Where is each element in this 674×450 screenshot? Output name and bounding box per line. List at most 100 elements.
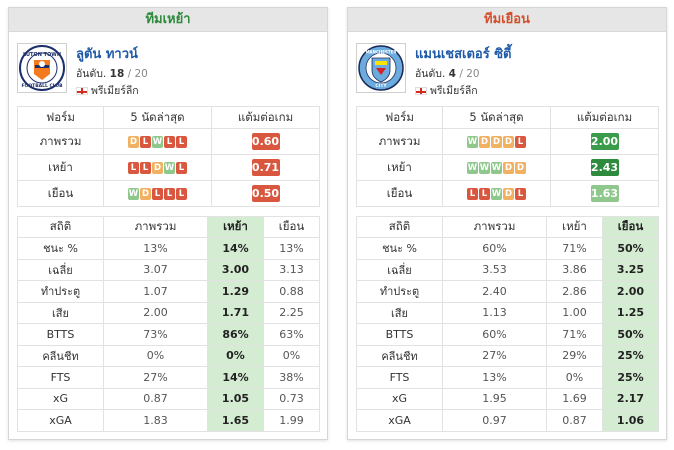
result-badge[interactable]: L [515,136,526,148]
stat-value: 14% [207,366,264,389]
stats-row: xG 0.87 1.05 0.73 [17,387,320,410]
result-badge[interactable]: W [479,162,490,174]
stat-value: 3.00 [207,258,264,281]
result-badge[interactable]: L [176,136,187,148]
result-badge[interactable]: L [140,136,151,148]
manchester-city-logo-icon[interactable]: MANCHESTER CITY [356,43,406,93]
stat-value: 0% [263,344,320,367]
stat-value: 38% [263,366,320,389]
stat-value: 25% [602,344,659,367]
home-header: เหย้า [546,216,603,238]
result-badge[interactable]: D [503,162,514,174]
result-badge[interactable]: D [491,136,502,148]
home-team-info: LUTON TOWN FOOTBALL CLUB ลูตัน ทาวน์ อัน… [9,32,327,99]
stat-value: 86% [207,323,264,346]
stat-label: เสีย [356,301,443,324]
stats-header: สถิติ [17,216,104,238]
away-team-name[interactable]: แมนเชสเตอร์ ซิตี้ [415,47,512,62]
stats-row: เสีย 1.13 1.00 1.25 [356,301,659,324]
result-badge[interactable]: D [140,188,151,200]
home-league[interactable]: พรีเมียร์ลีก [76,82,139,99]
rank-value: 4 [448,68,456,80]
result-badge[interactable]: L [140,162,151,174]
result-badge[interactable]: L [152,188,163,200]
result-badge[interactable]: L [176,188,187,200]
league-name: พรีเมียร์ลีก [91,85,139,97]
form-row: ภาพรวม W D D D L 2.00 [356,128,659,155]
result-badge[interactable]: W [128,188,139,200]
result-badge[interactable]: L [164,188,175,200]
result-badge[interactable]: L [164,136,175,148]
stats-row: FTS 13% 0% 25% [356,366,659,389]
stat-value: 71% [546,237,603,260]
rank-total: / 20 [459,68,480,80]
result-badge[interactable]: W [491,188,502,200]
stat-label: เฉลี่ย [17,258,104,281]
luton-town-logo-icon[interactable]: LUTON TOWN FOOTBALL CLUB [17,43,67,93]
home-form-table: ฟอร์ม 5 นัดล่าสุด แต้มต่อเกม ภาพรวม D L W L L… [17,106,320,207]
stat-value: 1.83 [103,409,208,432]
away-team-panel: ทีมเยือน MANCHESTER CITY แมนเชสเตอร์ ซิต… [347,7,667,440]
stats-row: คลีนชีท 27% 29% 25% [356,344,659,367]
stat-value: 1.05 [207,387,264,410]
home-team-panel: ทีมเหย้า LUTON TOWN FOOTBALL CLUB ลูตัน … [8,7,328,440]
result-badge[interactable]: W [467,162,478,174]
ppg-header: แต้มต่อเกม [211,106,320,129]
form-row: เหย้า W W W D D 2.43 [356,154,659,181]
stats-row: ทำประตู 2.40 2.86 2.00 [356,280,659,303]
rank-label: อันดับ. [76,68,107,80]
stat-label: FTS [356,366,443,389]
result-badge[interactable]: W [152,136,163,148]
result-badge[interactable]: D [503,136,514,148]
away-header: เยือน [602,216,659,238]
last5-header: 5 นัดล่าสุด [442,106,551,129]
stat-value: 27% [103,366,208,389]
result-badge[interactable]: D [503,188,514,200]
stat-value: 3.13 [263,258,320,281]
result-badge[interactable]: L [467,188,478,200]
away-team-info: MANCHESTER CITY แมนเชสเตอร์ ซิตี้ อันดับ… [348,32,666,99]
stats-row: xGA 1.83 1.65 1.99 [17,409,320,432]
result-badge[interactable]: D [128,136,139,148]
ppg-badge: 0.60 [251,133,280,150]
stats-row: BTTS 60% 71% 50% [356,323,659,346]
stat-value: 0% [103,344,208,367]
stats-row: ชนะ % 13% 14% 13% [17,237,320,260]
result-badge[interactable]: D [515,162,526,174]
home-team-name[interactable]: ลูตัน ทาวน์ [76,47,138,62]
result-badge[interactable]: L [128,162,139,174]
england-flag-icon [415,87,427,95]
result-badge[interactable]: D [152,162,163,174]
result-badge[interactable]: D [479,136,490,148]
stat-value: 1.71 [207,301,264,324]
home-rank: อันดับ. 18 / 20 [76,65,148,82]
result-badge[interactable]: W [164,162,175,174]
stat-label: ชนะ % [356,237,443,260]
result-badge[interactable]: L [515,188,526,200]
stat-label: xG [17,387,104,410]
result-badge[interactable]: W [491,162,502,174]
result-badge[interactable]: L [479,188,490,200]
away-league[interactable]: พรีเมียร์ลีก [415,82,478,99]
form-row: ภาพรวม D L W L L 0.60 [17,128,320,155]
stat-value: 0.87 [103,387,208,410]
result-badge[interactable]: W [467,136,478,148]
result-badge[interactable]: L [176,162,187,174]
stat-value: 13% [263,237,320,260]
overall-header: ภาพรวม [103,216,208,238]
stat-value: 0.87 [546,409,603,432]
home-panel-heading: ทีมเหย้า [9,8,327,32]
stat-value: 3.25 [602,258,659,281]
stat-value: 29% [546,344,603,367]
stat-label: BTTS [356,323,443,346]
home-stats-table: สถิติ ภาพรวม เหย้า เยือน ชนะ % 13% 14% 13% เ… [17,216,320,432]
stat-label: BTTS [17,323,104,346]
svg-text:MANCHESTER: MANCHESTER [366,50,397,55]
stat-value: 25% [602,366,659,389]
stats-row: เฉลี่ย 3.53 3.86 3.25 [356,258,659,281]
stat-value: 2.00 [103,301,208,324]
stat-value: 1.29 [207,280,264,303]
